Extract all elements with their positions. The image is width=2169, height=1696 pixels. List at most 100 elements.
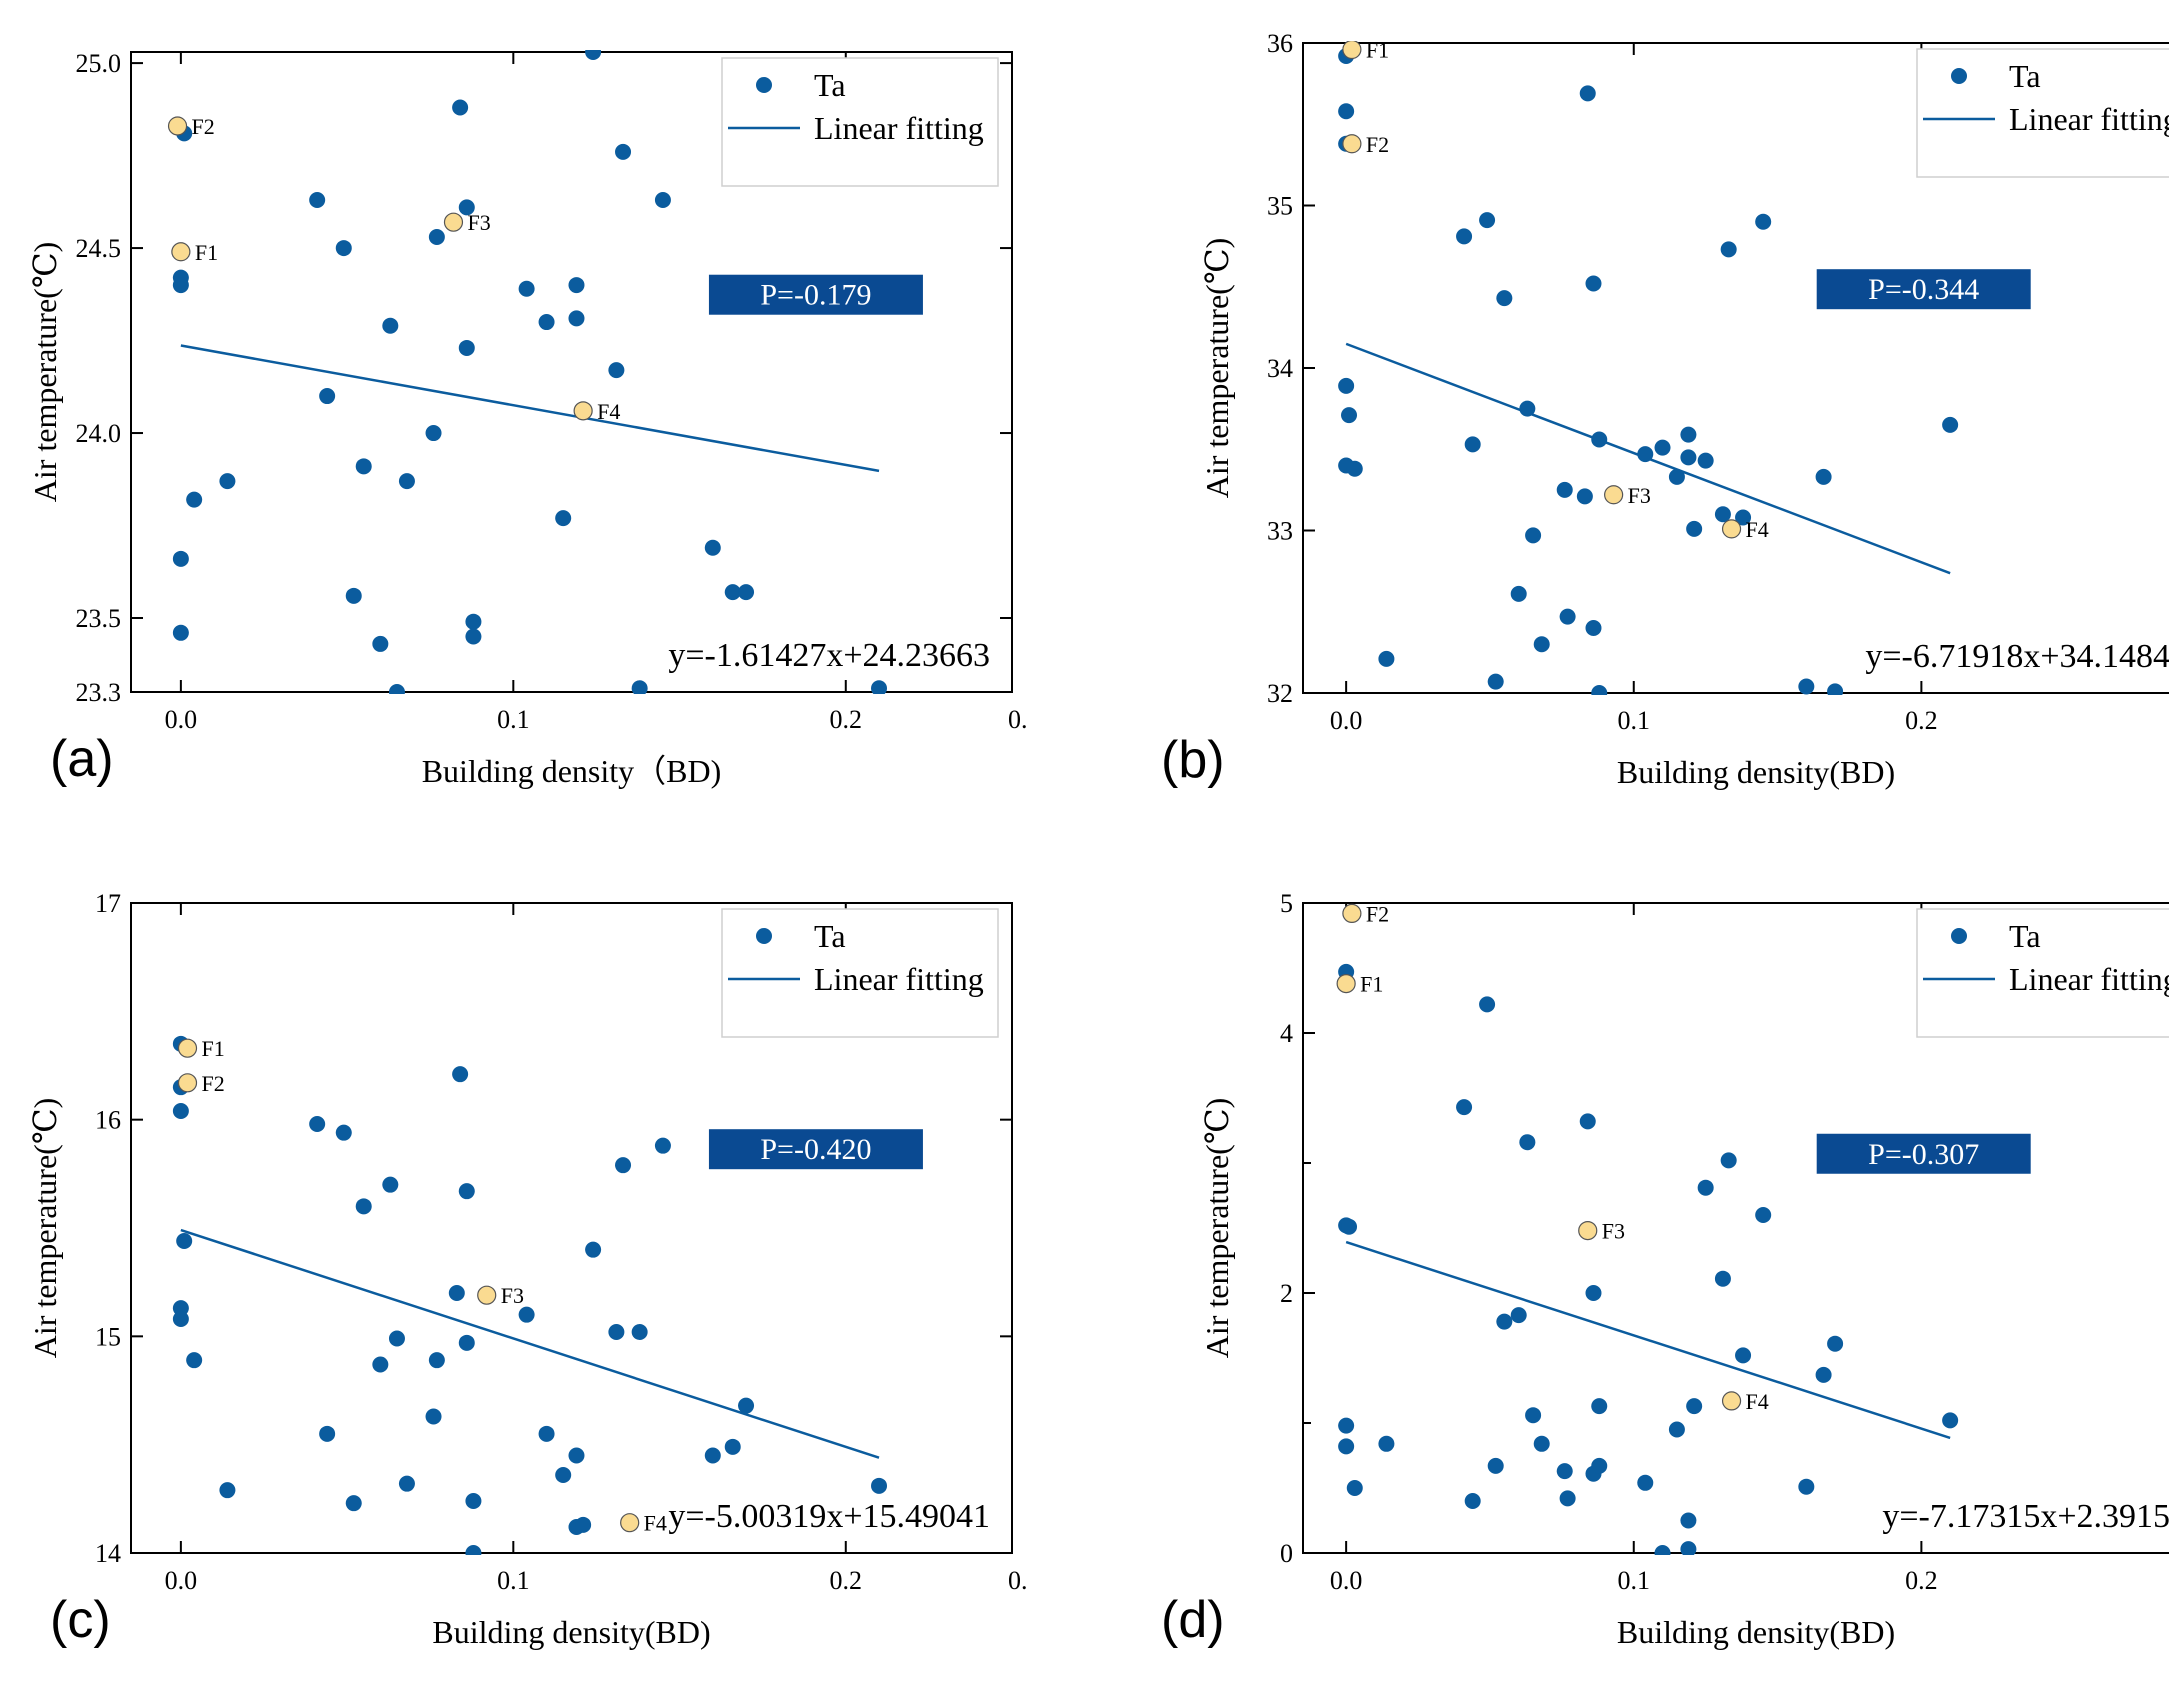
y-tick-label-d-0: 0: [1280, 1539, 1293, 1568]
highlight-label-c-F4: F4: [644, 1511, 667, 1536]
highlight-point-c-F1: [177, 1038, 198, 1058]
p-value-text-c: P=-0.420: [760, 1133, 871, 1166]
data-point-b-19: [1576, 488, 1593, 505]
data-point-b-34: [1735, 509, 1752, 526]
data-point-b-28: [1680, 426, 1697, 443]
data-point-b-9: [1464, 436, 1481, 453]
highlight-point-b-F2: [1342, 134, 1362, 154]
data-point-b-7: [1378, 650, 1395, 667]
data-point-a-32: [654, 191, 671, 208]
data-point-c-39: [871, 1477, 888, 1494]
data-point-a-16: [425, 425, 442, 442]
y-tick-label-b-4: 36: [1267, 29, 1293, 58]
data-point-c-19: [448, 1285, 465, 1301]
data-point-b-29: [1680, 449, 1697, 466]
data-point-b-30: [1686, 520, 1703, 537]
y-tick-label-d-3: 5: [1280, 889, 1293, 918]
data-point-c-30: [575, 1516, 592, 1533]
data-point-d-2: [1341, 1218, 1358, 1235]
p-value-box-d: [1816, 1133, 2031, 1174]
y-tick-label-b-0: 32: [1267, 679, 1293, 708]
data-point-a-4: [172, 624, 189, 641]
plot-frame-a: [130, 51, 1013, 693]
x-tick-label-a-0: 0.0: [165, 705, 198, 734]
highlight-point-a-F3: [443, 212, 464, 232]
legend-label-ta-b: Ta: [2009, 58, 2041, 94]
highlight-label-d-F3: F3: [1602, 1219, 1625, 1244]
x-tick-label-c-0: 0.0: [165, 1566, 198, 1595]
fit-line-c: [180, 1228, 880, 1459]
x-tick-label-c-2: 0.2: [830, 1566, 863, 1595]
data-point-b-22: [1585, 620, 1602, 636]
data-point-c-9: [319, 1425, 336, 1442]
data-point-d-31: [1720, 1152, 1737, 1169]
data-point-d-16: [1556, 1463, 1573, 1480]
data-point-d-24: [1654, 1545, 1671, 1555]
highlight-label-b-F1: F1: [1366, 38, 1389, 63]
y-tick-label-c-3: 17: [95, 889, 121, 918]
data-point-a-22: [465, 628, 482, 645]
x-axis-label-c: Building density(BD): [432, 1614, 710, 1650]
x-edge-label-c: 0.: [1008, 1566, 1028, 1595]
legend-label-fit-c: Linear fitting: [814, 961, 984, 997]
highlight-point-b-F3: [1604, 485, 1624, 505]
data-point-a-30: [615, 143, 632, 160]
data-point-b-8: [1456, 228, 1473, 245]
data-point-b-38: [1827, 683, 1844, 695]
data-point-d-6: [1378, 1435, 1395, 1452]
data-point-d-7: [1456, 1099, 1473, 1116]
highlight-label-a-F4: F4: [597, 399, 620, 424]
data-point-a-20: [458, 339, 475, 356]
data-point-c-37: [724, 1438, 741, 1455]
data-point-b-39: [1942, 416, 1959, 433]
data-point-a-5: [186, 491, 203, 508]
data-point-d-5: [1346, 1480, 1363, 1496]
data-point-b-33: [1720, 241, 1737, 258]
data-point-c-12: [355, 1198, 372, 1215]
highlight-label-c-F3: F3: [501, 1283, 524, 1308]
data-point-a-29: [608, 362, 625, 379]
panel-c: 0.0 0.1 0.2 0. 14 15 16 17 Building density(BD) A…: [27, 889, 1028, 1650]
p-value-text-b: P=-0.344: [1868, 273, 1979, 306]
data-point-b-15: [1525, 527, 1542, 544]
fit-line-a: [180, 344, 880, 473]
data-point-d-23: [1637, 1474, 1654, 1491]
data-point-b-25: [1637, 446, 1654, 463]
x-axis-label-d: Building density(BD): [1617, 1614, 1895, 1650]
data-point-c-23: [465, 1493, 482, 1509]
data-point-d-9: [1479, 996, 1496, 1013]
data-point-c-8: [309, 1116, 326, 1132]
data-point-a-31: [631, 680, 648, 694]
data-point-c-14: [382, 1176, 399, 1193]
data-point-c-22: [458, 1334, 475, 1351]
data-point-a-18: [452, 99, 469, 116]
x-tick-label-b-1: 0.1: [1618, 706, 1651, 735]
y-axis-label-c: Air temperature(℃): [27, 1098, 63, 1359]
data-point-d-37: [1942, 1412, 1959, 1429]
data-point-a-14: [388, 684, 405, 694]
y-axis-label-d: Air temperature(℃): [1199, 1098, 1235, 1359]
data-point-b-35: [1755, 213, 1772, 230]
data-point-b-13: [1510, 585, 1527, 602]
data-point-b-10: [1479, 212, 1496, 229]
data-point-a-24: [538, 314, 555, 331]
data-point-b-16: [1533, 636, 1550, 653]
highlight-label-a-F2: F2: [192, 114, 215, 139]
data-point-c-20: [452, 1066, 469, 1083]
y-tick-label-c-0: 14: [95, 1539, 121, 1568]
data-point-c-6: [186, 1352, 203, 1369]
y-tick-label-d-1: 2: [1280, 1279, 1293, 1308]
data-point-c-33: [615, 1157, 632, 1174]
y-tick-label-b-1: 33: [1267, 517, 1293, 546]
p-value-text-d: P=-0.307: [1868, 1138, 1979, 1171]
highlight-label-c-F2: F2: [202, 1071, 225, 1096]
data-point-d-21: [1591, 1398, 1608, 1415]
data-point-b-12: [1496, 290, 1513, 307]
highlight-point-b-F1: [1342, 41, 1362, 60]
highlight-point-a-F1: [171, 242, 191, 262]
data-point-d-8: [1464, 1493, 1481, 1509]
p-value-box-c: [708, 1129, 923, 1170]
y-tick-label-c-1: 15: [95, 1322, 121, 1351]
data-point-b-24: [1591, 685, 1608, 695]
